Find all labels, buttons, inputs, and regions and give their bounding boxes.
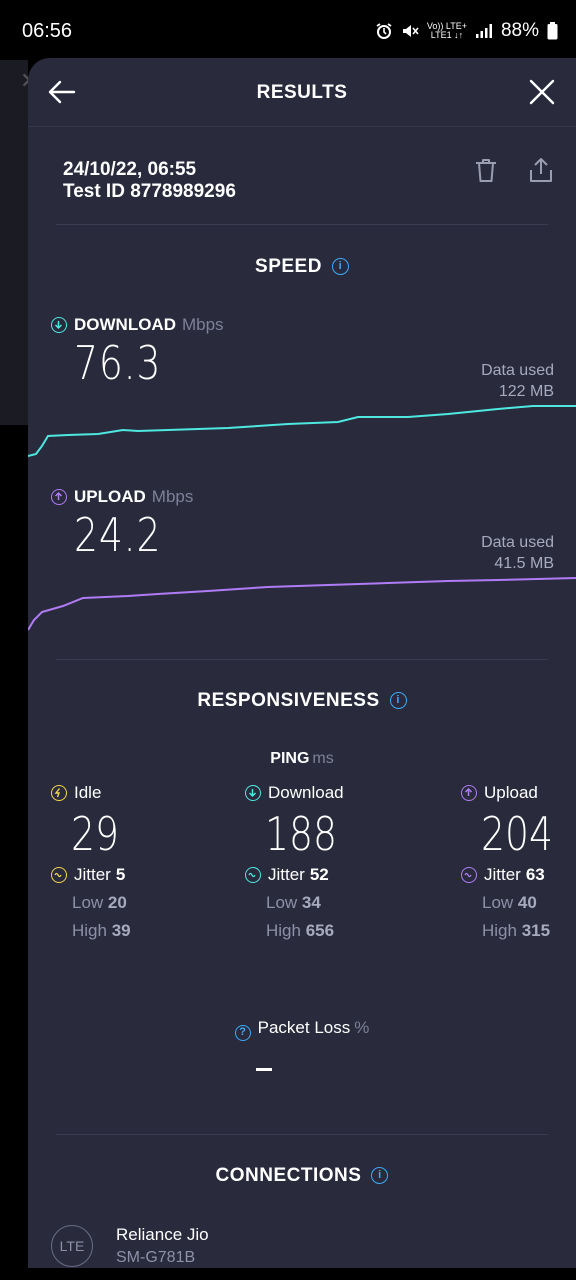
speed-section-title: SPEED i (28, 256, 576, 278)
status-time: 06:56 (22, 20, 73, 42)
idle-ping-value: 29 (71, 807, 120, 861)
info-icon[interactable]: i (371, 1167, 389, 1185)
test-id: Test ID 8778989296 (63, 181, 236, 202)
jitter-icon (245, 867, 261, 883)
back-arrow-icon[interactable] (46, 76, 78, 108)
ping-idle: Idle 29 Jitter 5 Low 20 High 39 (51, 783, 131, 941)
divider (56, 659, 548, 660)
upload-arrow-icon (461, 785, 477, 801)
responsiveness-section-title: RESPONSIVENESS i (28, 690, 576, 712)
ping-upload: Upload 204 Jitter 63 Low 40 High 315 (461, 783, 569, 941)
mute-icon (402, 25, 419, 37)
download-graph (28, 405, 576, 457)
close-icon[interactable] (526, 76, 558, 108)
jitter-icon (461, 867, 477, 883)
info-icon[interactable]: i (331, 258, 349, 276)
upload-value: 24.2 (74, 508, 162, 562)
download-arrow-icon (245, 785, 261, 801)
background-page (0, 60, 28, 425)
upload-ping-value: 204 (481, 807, 554, 861)
connection-provider: Reliance Jio (116, 1225, 209, 1244)
status-bar: 06:56 Vo)) LTE+ LTE1 ↓↑ 88% (0, 0, 576, 60)
results-sheet: RESULTS 24/10/22, 06:55 Test ID 87789892… (28, 58, 576, 1268)
test-datetime: 24/10/22, 06:55 (63, 159, 197, 180)
test-meta: 24/10/22, 06:55 Test ID 8778989296 (63, 159, 236, 203)
share-icon[interactable] (527, 156, 555, 184)
divider (56, 224, 548, 225)
ping-download: Download 188 Jitter 52 Low 34 High 656 (245, 783, 353, 941)
question-icon[interactable]: ? (234, 1025, 251, 1041)
packet-loss-value (256, 1068, 272, 1071)
lte-icon: LTE (51, 1225, 93, 1267)
signal-icon (475, 24, 492, 38)
battery-percent: 88% (500, 20, 539, 41)
upload-label: UPLOAD Mbps (51, 487, 193, 507)
ping-label: PING ms (270, 750, 334, 767)
info-icon[interactable]: i (389, 692, 407, 710)
page-title: RESULTS (256, 82, 348, 103)
status-icons: Vo)) LTE+ LTE1 ↓↑ 88% (375, 20, 558, 42)
connection-device: SM-G781B (116, 1249, 196, 1266)
upload-data-used: Data used 41.5 MB (481, 534, 554, 572)
idle-icon (51, 785, 67, 801)
download-data-used: Data used 122 MB (481, 362, 554, 400)
header: RESULTS (28, 58, 576, 127)
network-type: Vo)) LTE+ LTE1 ↓↑ (426, 21, 467, 40)
divider (56, 1134, 548, 1135)
upload-arrow-icon (51, 489, 67, 505)
download-arrow-icon (51, 317, 67, 333)
download-value: 76.3 (74, 336, 162, 390)
download-label: DOWNLOAD Mbps (51, 315, 224, 335)
upload-graph (28, 577, 576, 631)
jitter-icon (51, 867, 67, 883)
packet-loss-label: ? Packet Loss% (28, 1018, 576, 1041)
download-ping-value: 188 (265, 807, 338, 861)
alarm-icon (376, 23, 392, 39)
trash-icon[interactable] (472, 156, 500, 184)
connections-section-title: CONNECTIONS i (28, 1165, 576, 1187)
battery-icon (547, 22, 558, 40)
